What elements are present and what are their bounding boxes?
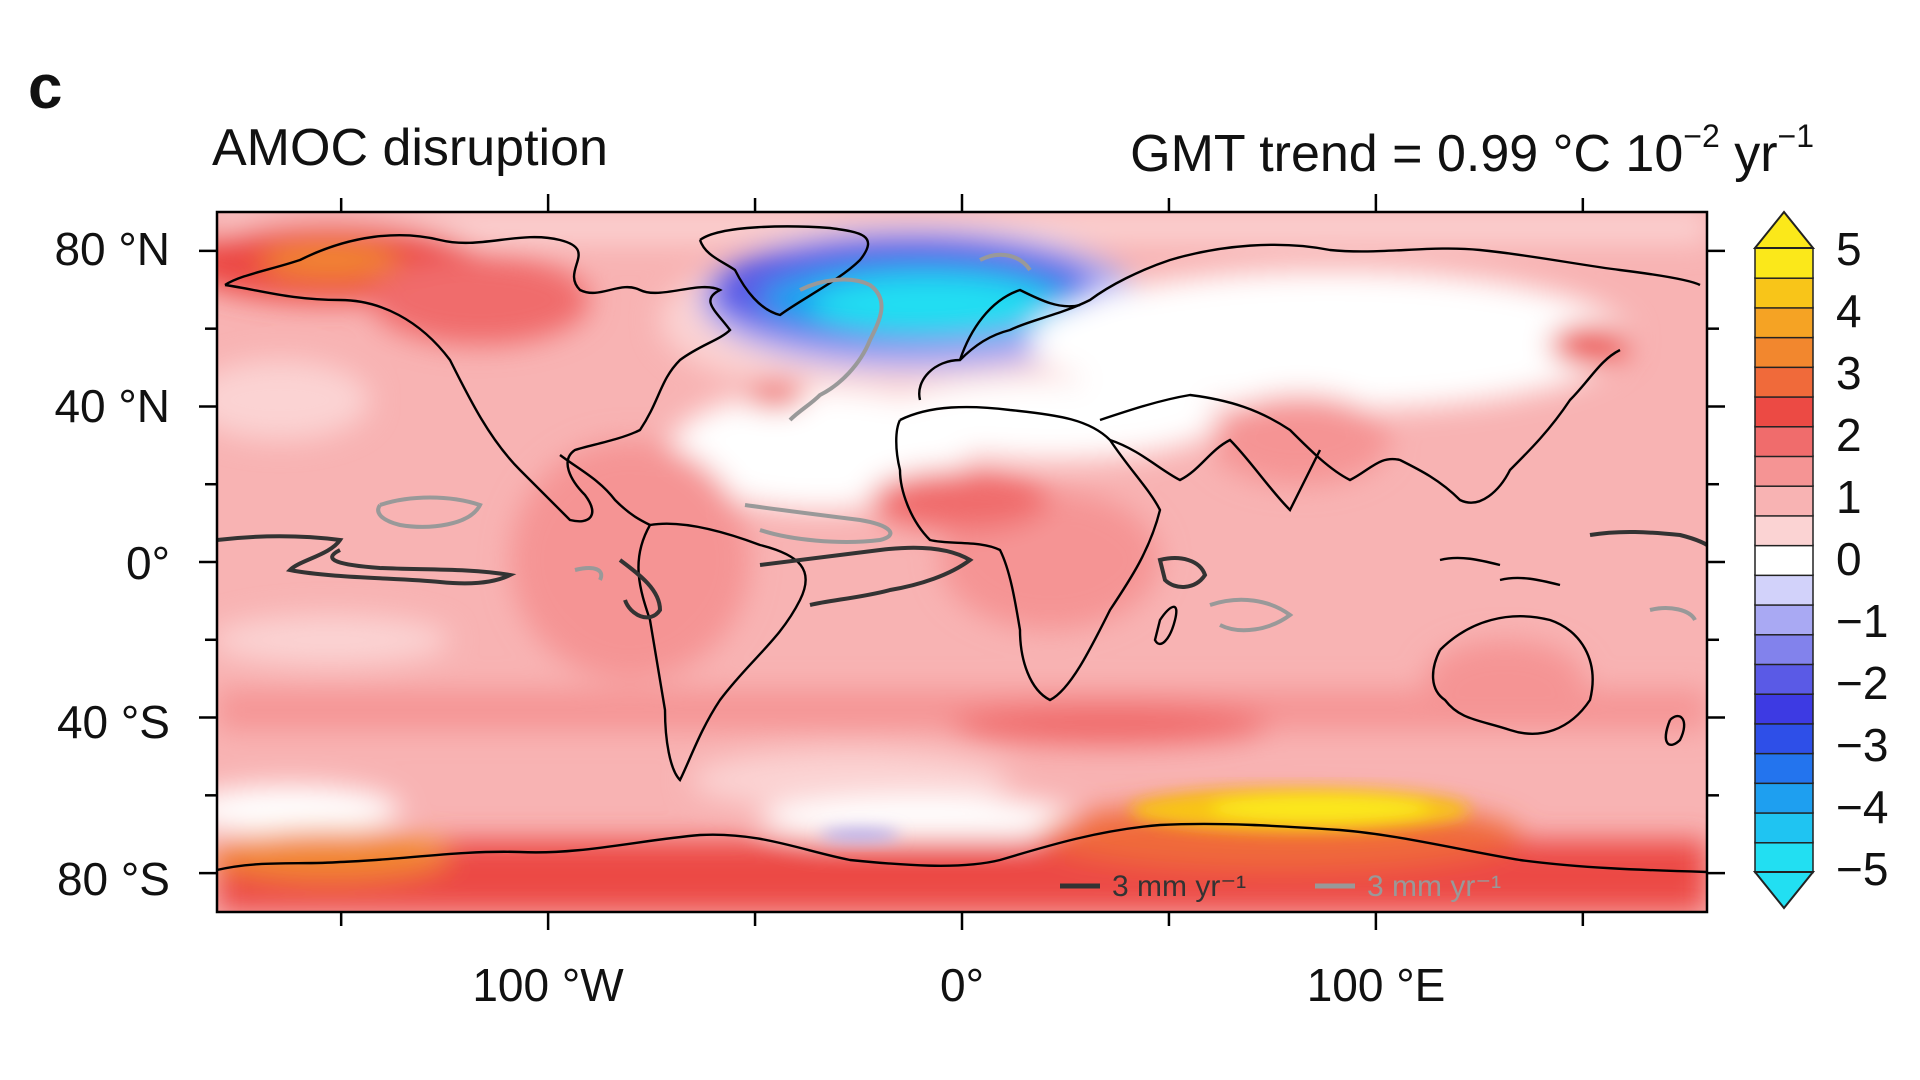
- colorbar-bin: [1754, 514, 1814, 547]
- y-tick-label-80s: 80 °S: [56, 853, 170, 905]
- colorbar-label: 5: [1836, 223, 1862, 275]
- colorbar-label: −2: [1836, 657, 1889, 709]
- colorbar-bin: [1754, 395, 1814, 428]
- colorbar-label: 3: [1836, 347, 1862, 399]
- colorbar-label: −5: [1836, 843, 1889, 895]
- colorbar-label: 2: [1836, 409, 1862, 461]
- precip-contours-dark: [217, 529, 1707, 620]
- colorbar-bin: [1754, 603, 1814, 636]
- colorbar-min-arrow: [1752, 871, 1816, 910]
- colorbar-bin: [1754, 752, 1814, 785]
- colorbar-bin: [1754, 336, 1814, 369]
- legend-dark-label: 3 mm yr⁻¹: [1112, 870, 1246, 903]
- panel-letter: c: [28, 53, 63, 122]
- colorbar-bin: [1754, 366, 1814, 398]
- colorbar-bin: [1754, 247, 1814, 279]
- colorbar-bin: [1754, 574, 1814, 606]
- colorbar-bin: [1754, 544, 1814, 577]
- map-title-right: GMT trend = 0.99 °C 10−2 yr−1: [1130, 118, 1814, 183]
- colorbar-max-arrow: [1752, 210, 1816, 249]
- colorbar-bin: [1754, 455, 1814, 487]
- legend-gray-label: 3 mm yr⁻¹: [1367, 870, 1501, 903]
- colorbar-bin: [1754, 306, 1814, 339]
- temperature-field: [217, 212, 1707, 912]
- colorbar-bin: [1754, 663, 1814, 695]
- colorbar-label: 1: [1836, 471, 1862, 523]
- colorbar-bin: [1754, 722, 1814, 755]
- colorbar: [1752, 210, 1816, 910]
- colorbar-label: −3: [1836, 719, 1889, 771]
- x-tick-label-0: 0°: [940, 959, 984, 1011]
- colorbar-label: 4: [1836, 285, 1862, 337]
- colorbar-bin: [1754, 841, 1814, 874]
- x-tick-label-100e: 100 °E: [1306, 959, 1446, 1011]
- precip-contours-gray: [376, 252, 1697, 633]
- colorbar-label: −4: [1836, 781, 1889, 833]
- y-tick-label-0: 0°: [126, 537, 170, 589]
- y-tick-label-80n: 80 °N: [54, 223, 170, 275]
- colorbar-bin: [1754, 692, 1814, 725]
- y-tick-label-40n: 40 °N: [54, 380, 170, 432]
- precip-legend: 3 mm yr⁻¹ 3 mm yr⁻¹: [1060, 870, 1501, 903]
- axis-ticks: [199, 194, 1725, 930]
- colorbar-bin: [1754, 276, 1814, 309]
- x-tick-label-100w: 100 °W: [472, 959, 624, 1011]
- coastlines: [217, 225, 1707, 874]
- colorbar-label: −1: [1836, 595, 1889, 647]
- colorbar-bin: [1754, 782, 1814, 814]
- colorbar-bin: [1754, 425, 1814, 458]
- colorbar-bin: [1754, 484, 1814, 517]
- colorbar-bin: [1754, 633, 1814, 666]
- y-tick-label-40s: 40 °S: [56, 696, 170, 748]
- map-title-left: AMOC disruption: [212, 119, 608, 177]
- colorbar-label: 0: [1836, 533, 1862, 585]
- colorbar-bin: [1754, 811, 1814, 844]
